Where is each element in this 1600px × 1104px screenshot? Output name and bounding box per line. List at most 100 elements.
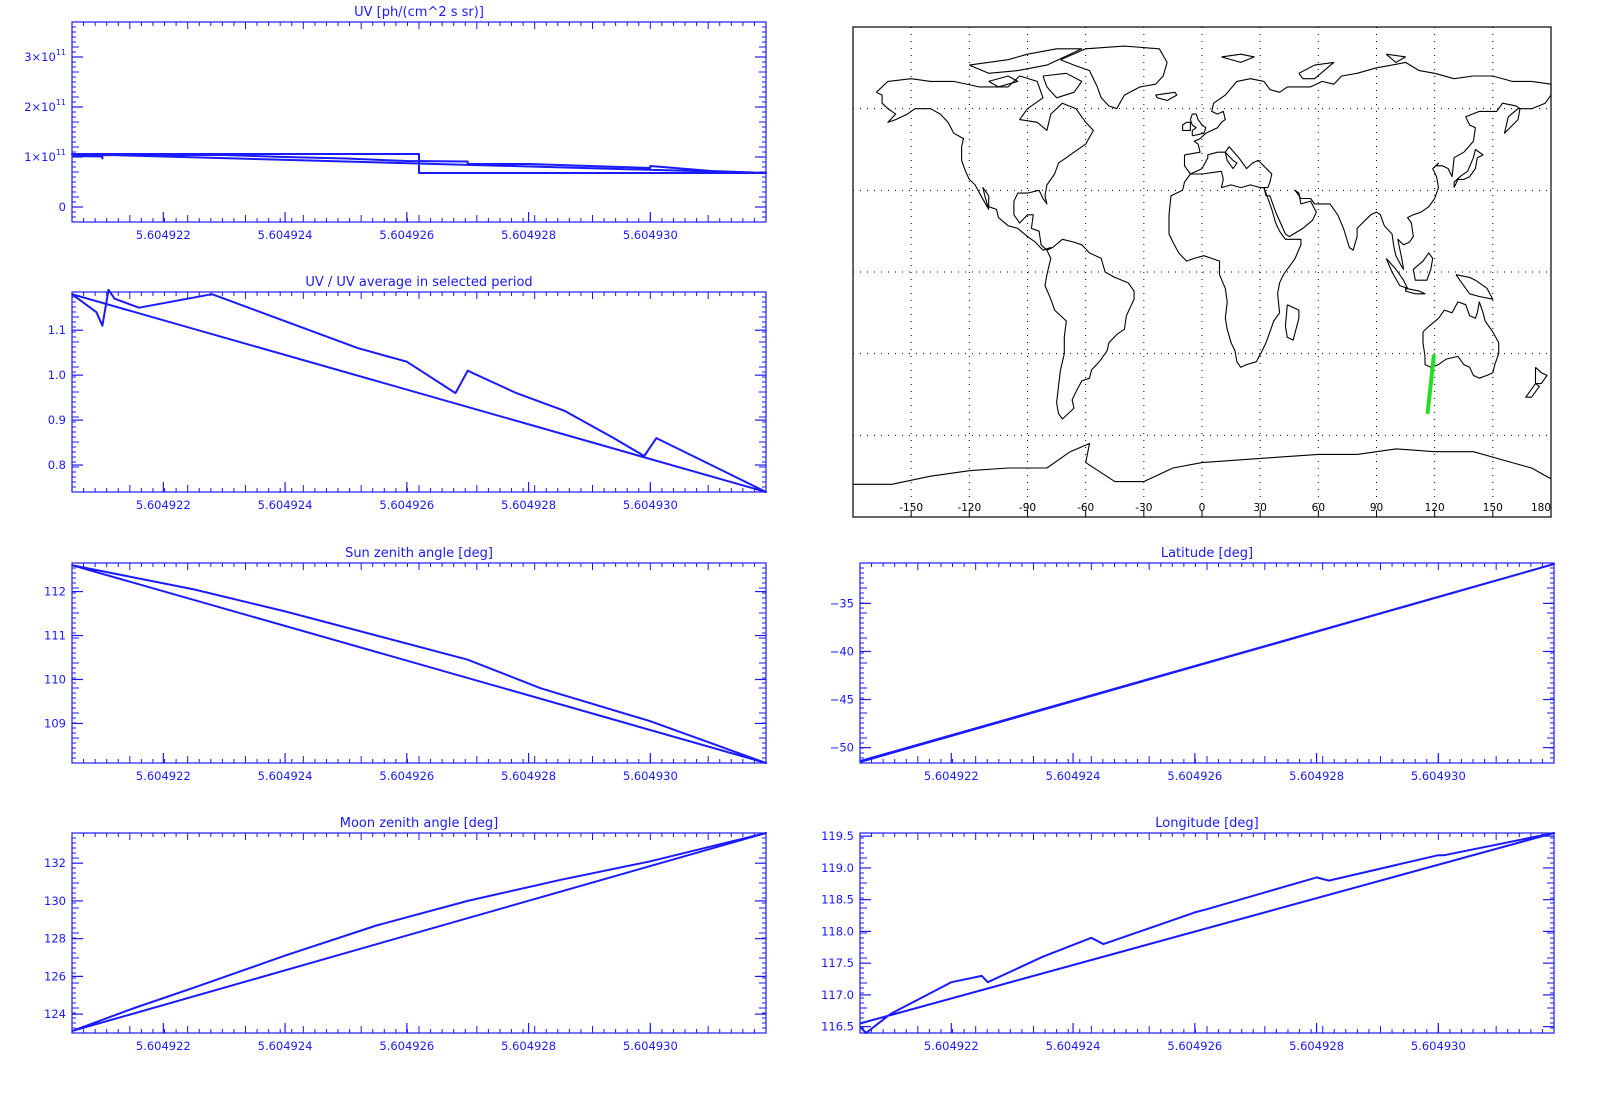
x-tick-label: 5.604930 [623,1039,678,1053]
coastline [853,442,1552,485]
coastline [875,75,1094,251]
chart-title: Longitude [deg] [1155,816,1258,831]
y-tick-label: 116.5 [821,1020,854,1034]
y-tick-label-exponent: 11 [56,98,66,107]
map-x-tick-label: -60 [1077,502,1094,514]
x-tick-label: 5.604930 [623,769,678,783]
chart-title: UV / UV average in selected period [305,275,532,290]
coastline [1534,366,1548,385]
x-tick-label: 5.604930 [623,498,678,512]
ground-track [1425,354,1436,415]
x-tick-label: 5.604922 [924,1039,979,1053]
x-tick-label: 5.604928 [1289,1039,1344,1053]
map-x-tick-label: 150 [1483,502,1503,514]
chart-title: Sun zenith angle [deg] [345,546,493,561]
x-tick-label: 5.604922 [136,1039,191,1053]
coastline [969,48,1083,74]
map-x-tick-label: 0 [1199,502,1206,514]
y-tick-label: −45 [830,693,854,707]
y-tick-label: −50 [830,741,854,755]
y-tick-label: 117.5 [821,956,854,970]
x-tick-label: 5.604922 [136,228,191,242]
x-tick-label: 5.604924 [258,769,313,783]
series-line [859,832,1555,1034]
y-tick-label: 1×1011 [24,148,66,164]
y-tick-label: 118.0 [821,924,854,938]
coastline [1453,148,1484,188]
coastline [1525,383,1540,398]
coastline [1182,121,1191,131]
y-tick-label: 2×1011 [24,98,66,114]
x-tick-label: 5.604926 [1167,1039,1222,1053]
chart-lat: Latitude [deg] 5.604922 5.604924 5.604926 5.… [830,546,1555,783]
x-tick-label: 5.604928 [501,1039,556,1053]
y-tick-label: 117.0 [821,988,854,1002]
chart-title: UV [ph/(cm^2 s sr)] [354,5,484,20]
x-tick-label: 5.604928 [1289,769,1344,783]
y-tick-label: 0 [59,200,66,214]
y-tick-label: 126 [44,969,66,983]
y-tick-label: 119.5 [821,829,854,843]
world-map: -150 -120 -90 -60 -30 0 30 60 90 120 150 180 [852,26,1552,518]
x-tick-label: 5.604930 [623,228,678,242]
x-tick-label: 5.604924 [1046,769,1101,783]
plot-frame [859,832,1555,1034]
x-tick-label: 5.604922 [924,769,979,783]
coastline [1155,91,1178,102]
chart-uv: UV [ph/(cm^2 s sr)] 5.604922 5.604924 5.604… [24,5,767,242]
y-tick-label: 3×1011 [24,48,66,64]
x-tick-label: 5.604924 [258,498,313,512]
x-tick-label: 5.604930 [1411,1039,1466,1053]
map-x-tick-label: 120 [1425,502,1445,514]
coastline [1060,45,1168,110]
y-tick-label: 118.5 [821,893,854,907]
map-x-tick-label: -90 [1019,502,1036,514]
coastline [1044,238,1135,420]
map-x-tick-label: 180 [1531,502,1551,514]
y-tick-label-base: 3×10 [24,50,56,64]
x-tick-label: 5.604930 [1411,769,1466,783]
x-tick-label: 5.604928 [501,498,556,512]
y-tick-label: 132 [44,856,66,870]
chart-sza: Sun zenith angle [deg] 5.604922 5.604924 5.… [44,546,767,783]
chart-mza: Moon zenith angle [deg] 5.604922 5.604924 5… [44,816,767,1053]
x-tick-label: 5.604922 [136,769,191,783]
series-line [71,564,767,764]
series-line [71,832,767,1033]
y-tick-label: 0.9 [48,413,66,427]
y-tick-label-base: 2×10 [24,100,56,114]
y-tick-label: 110 [44,672,66,686]
y-tick-label: 119.0 [821,861,854,875]
coastline [1189,113,1207,137]
coastline [988,75,1019,88]
chart-title: Latitude [deg] [1161,546,1253,561]
x-tick-label: 5.604924 [1046,1039,1101,1053]
map-x-tick-label: -150 [899,502,923,514]
y-tick-label-exponent: 11 [56,48,66,57]
coastline [1221,53,1255,63]
chart-lon: Longitude [deg] 5.604922 5.604924 5.604926 5… [821,816,1555,1053]
y-tick-label: −40 [830,644,854,658]
y-tick-label: 109 [44,716,66,730]
map-x-tick-label: 60 [1312,502,1325,514]
x-tick-label: 5.604926 [379,498,434,512]
series-line [859,563,1555,763]
coastline [1042,72,1083,99]
map-x-tick-label: 30 [1253,502,1266,514]
x-tick-label: 5.604926 [379,228,434,242]
y-tick-label: 112 [44,585,66,599]
y-tick-label: 1.0 [48,368,66,382]
x-tick-label: 5.604924 [258,1039,313,1053]
x-tick-label: 5.604928 [501,769,556,783]
coastline [1455,274,1494,300]
x-tick-label: 5.604928 [501,228,556,242]
coastline [1298,61,1335,80]
x-tick-label: 5.604922 [136,498,191,512]
y-tick-label: 0.8 [48,458,66,472]
y-tick-label: 124 [44,1007,66,1021]
chart-title: Moon zenith angle [deg] [340,816,498,831]
y-tick-label: 111 [44,629,66,643]
x-tick-label: 5.604924 [258,228,313,242]
